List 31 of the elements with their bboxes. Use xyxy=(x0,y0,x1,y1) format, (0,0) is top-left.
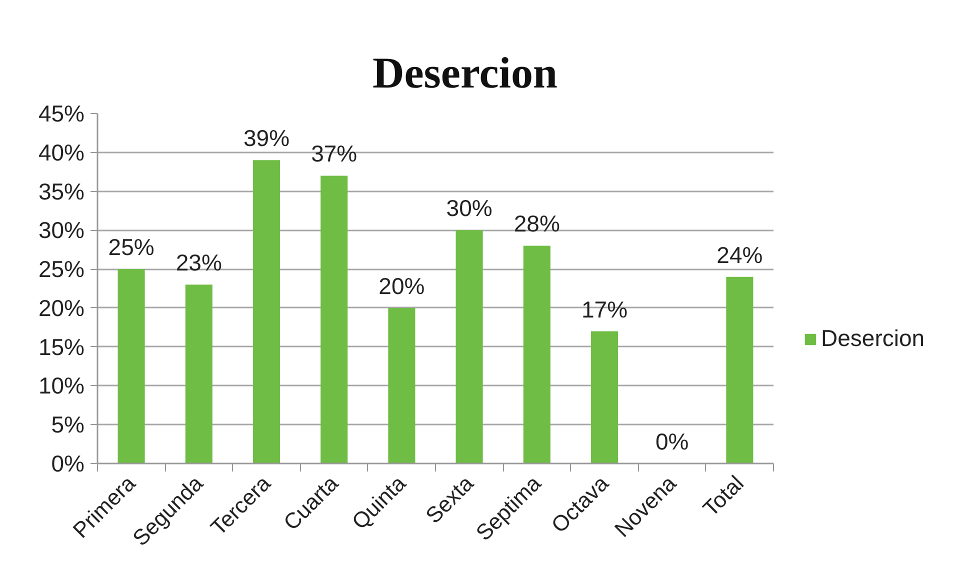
data-label: 25% xyxy=(108,234,154,260)
y-tick-label: 45% xyxy=(38,100,85,126)
y-tick-label: 40% xyxy=(38,139,85,166)
data-label: 20% xyxy=(378,272,425,299)
y-tick-label: 5% xyxy=(51,412,85,438)
data-label: 37% xyxy=(311,140,358,167)
y-tick-label: 35% xyxy=(38,178,85,204)
chart-title: Desercion xyxy=(372,48,558,98)
data-label: 39% xyxy=(243,125,290,152)
data-label: 30% xyxy=(446,195,492,222)
bar xyxy=(118,269,145,464)
bar xyxy=(726,276,754,464)
legend-label: Desercion xyxy=(821,325,925,352)
bar xyxy=(252,160,280,464)
data-label: 28% xyxy=(514,210,560,237)
y-tick-label: 15% xyxy=(38,334,85,360)
bar xyxy=(523,246,550,464)
data-label: 0% xyxy=(655,428,689,454)
data-label: 23% xyxy=(176,250,222,276)
bar xyxy=(590,331,618,464)
data-label: 24% xyxy=(716,242,763,268)
data-label: 17% xyxy=(581,296,628,322)
bar xyxy=(388,308,416,464)
y-tick-label: 10% xyxy=(38,372,85,399)
bar xyxy=(456,230,483,464)
bar xyxy=(320,176,348,464)
y-tick-label: 30% xyxy=(38,217,85,244)
y-tick-label: 20% xyxy=(38,294,85,321)
y-tick-label: 25% xyxy=(38,256,85,282)
bar xyxy=(185,284,212,464)
y-tick-label: 0% xyxy=(51,450,85,476)
